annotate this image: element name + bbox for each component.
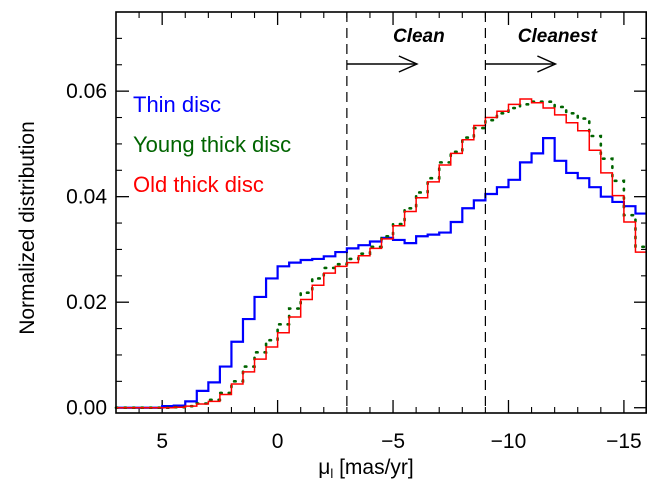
cut-label: Clean — [393, 26, 445, 47]
y-tick-label: 0.06 — [66, 80, 107, 103]
series-line-young-thick-disc — [114, 100, 647, 410]
axes: 0.00 0.02 0.04 0.06 5 0 −5 −10 −15 — [66, 12, 647, 453]
y-tick-label: 0.04 — [66, 186, 107, 209]
y-axis-title: Normalized distribution — [16, 121, 39, 335]
cut-arrow-head — [537, 55, 558, 73]
y-tick-label: 0.02 — [66, 291, 107, 314]
x-tick-label: −15 — [606, 430, 642, 453]
legend: Thin disc Young thick disc Old thick disc — [133, 92, 291, 197]
series-line-thin-disc — [116, 137, 647, 409]
x-axis-subscript: l — [330, 466, 333, 481]
legend-entry: Old thick disc — [133, 172, 264, 197]
series-line-old-thick-disc — [116, 98, 647, 409]
series-layer — [114, 98, 647, 410]
plot-frame — [115, 11, 647, 414]
y-tick-label: 0.00 — [66, 397, 107, 420]
x-axis-title: μl [mas/yr] — [318, 456, 414, 481]
x-tick-label: 0 — [272, 430, 284, 453]
x-tick-label: 5 — [156, 430, 168, 453]
x-axis-unit: [mas/yr] — [333, 456, 414, 479]
cut-label: Cleanest — [518, 26, 598, 47]
legend-entry: Thin disc — [133, 92, 221, 117]
x-tick-label: −10 — [491, 430, 527, 453]
cut-arrow-head — [398, 55, 419, 73]
x-tick-label: −5 — [381, 430, 405, 453]
cut-markers: Clean Cleanest — [346, 12, 598, 413]
x-axis-symbol: μ — [318, 456, 330, 479]
axes-frame — [115, 11, 647, 414]
legend-entry: Young thick disc — [133, 132, 291, 157]
